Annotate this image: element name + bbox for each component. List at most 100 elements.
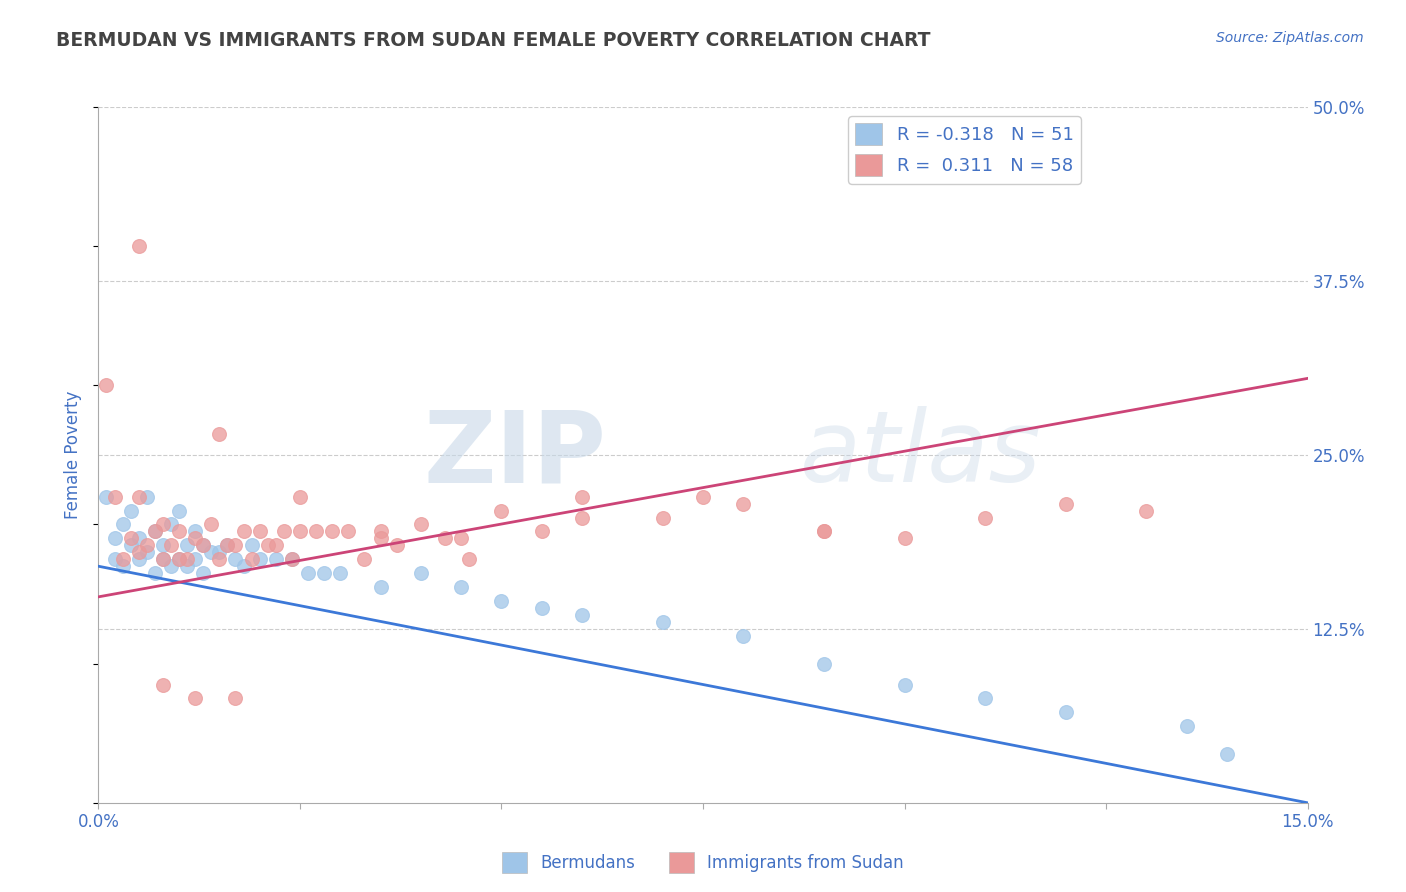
Point	[733, 629, 755, 643]
Point	[370, 532, 392, 546]
Point	[813, 657, 835, 671]
Text: atlas: atlas	[800, 407, 1042, 503]
Point	[176, 559, 198, 574]
Point	[353, 552, 375, 566]
Point	[1054, 497, 1077, 511]
Point	[249, 552, 271, 566]
Point	[450, 580, 472, 594]
Point	[176, 538, 198, 552]
Point	[152, 677, 174, 691]
Point	[135, 490, 157, 504]
Point	[167, 503, 190, 517]
Point	[1175, 719, 1198, 733]
Point	[103, 532, 125, 546]
Point	[143, 566, 166, 581]
Point	[974, 510, 997, 524]
Point	[337, 524, 360, 539]
Point	[232, 559, 254, 574]
Point	[224, 538, 246, 552]
Point	[103, 552, 125, 566]
Text: Source: ZipAtlas.com: Source: ZipAtlas.com	[1216, 31, 1364, 45]
Point	[193, 538, 215, 552]
Point	[974, 691, 997, 706]
Point	[200, 545, 222, 559]
Point	[409, 517, 432, 532]
Point	[651, 615, 673, 629]
Point	[143, 524, 166, 539]
Point	[111, 517, 134, 532]
Point	[893, 532, 915, 546]
Point	[160, 517, 183, 532]
Point	[160, 538, 183, 552]
Point	[193, 538, 215, 552]
Point	[733, 497, 755, 511]
Point	[135, 538, 157, 552]
Point	[288, 490, 311, 504]
Point	[208, 552, 231, 566]
Point	[256, 538, 278, 552]
Point	[224, 552, 246, 566]
Point	[530, 524, 553, 539]
Point	[893, 677, 915, 691]
Point	[120, 503, 142, 517]
Point	[264, 538, 287, 552]
Point	[167, 524, 190, 539]
Point	[217, 538, 239, 552]
Point	[184, 524, 207, 539]
Point	[281, 552, 304, 566]
Point	[167, 552, 190, 566]
Point	[264, 552, 287, 566]
Point	[491, 503, 513, 517]
Point	[176, 552, 198, 566]
Point	[370, 524, 392, 539]
Point	[305, 524, 328, 539]
Point	[160, 559, 183, 574]
Point	[128, 552, 150, 566]
Point	[152, 538, 174, 552]
Point	[232, 524, 254, 539]
Y-axis label: Female Poverty: Female Poverty	[65, 391, 83, 519]
Point	[184, 532, 207, 546]
Legend: R = -0.318   N = 51, R =  0.311   N = 58: R = -0.318 N = 51, R = 0.311 N = 58	[848, 116, 1081, 184]
Point	[152, 552, 174, 566]
Legend: Bermudans, Immigrants from Sudan: Bermudans, Immigrants from Sudan	[495, 846, 911, 880]
Text: BERMUDAN VS IMMIGRANTS FROM SUDAN FEMALE POVERTY CORRELATION CHART: BERMUDAN VS IMMIGRANTS FROM SUDAN FEMALE…	[56, 31, 931, 50]
Point	[96, 490, 118, 504]
Point	[208, 545, 231, 559]
Point	[128, 532, 150, 546]
Point	[321, 524, 343, 539]
Point	[249, 524, 271, 539]
Point	[314, 566, 336, 581]
Point	[167, 552, 190, 566]
Point	[409, 566, 432, 581]
Point	[128, 490, 150, 504]
Point	[297, 566, 319, 581]
Point	[491, 594, 513, 608]
Point	[1054, 706, 1077, 720]
Point	[1216, 747, 1239, 761]
Point	[385, 538, 408, 552]
Point	[111, 559, 134, 574]
Point	[329, 566, 352, 581]
Point	[200, 517, 222, 532]
Point	[217, 538, 239, 552]
Point	[143, 524, 166, 539]
Point	[458, 552, 481, 566]
Point	[152, 552, 174, 566]
Point	[193, 566, 215, 581]
Point	[120, 532, 142, 546]
Point	[224, 691, 246, 706]
Point	[651, 510, 673, 524]
Point	[813, 524, 835, 539]
Point	[128, 239, 150, 253]
Point	[208, 427, 231, 442]
Point	[813, 524, 835, 539]
Point	[152, 517, 174, 532]
Point	[571, 490, 593, 504]
Point	[1135, 503, 1157, 517]
Point	[288, 524, 311, 539]
Point	[571, 607, 593, 622]
Point	[184, 552, 207, 566]
Point	[530, 601, 553, 615]
Point	[240, 538, 263, 552]
